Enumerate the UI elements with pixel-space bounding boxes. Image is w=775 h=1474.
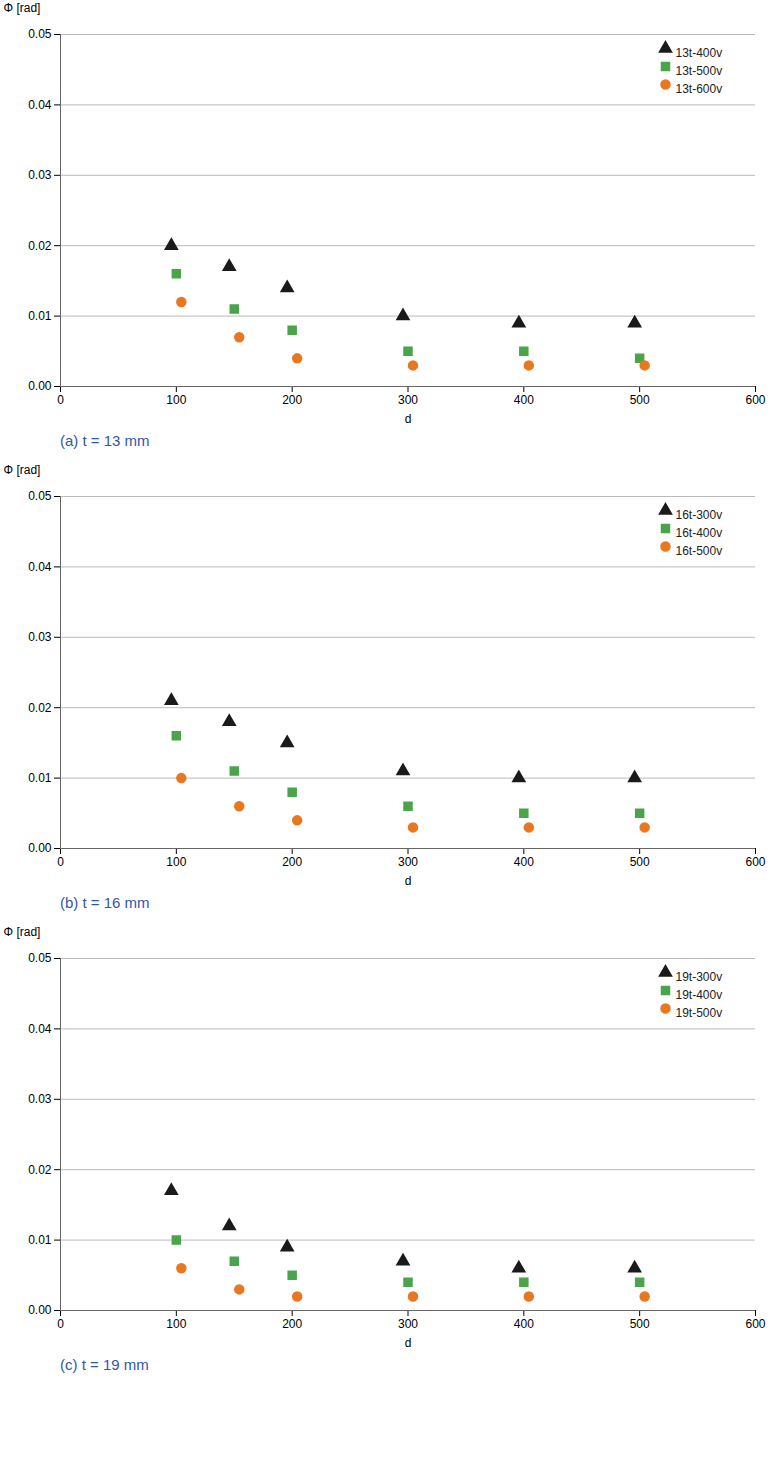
svg-text:0.04: 0.04 bbox=[28, 98, 52, 112]
html-text:(b) t = 16 mm: (b) t = 16 mm bbox=[60, 894, 150, 911]
svg-text:16t-400v: 16t-400v bbox=[676, 526, 723, 540]
svg-text:0: 0 bbox=[57, 393, 64, 407]
svg-text:300: 300 bbox=[398, 393, 418, 407]
svg-text:13t-400v: 13t-400v bbox=[676, 46, 723, 60]
svg-text:100: 100 bbox=[166, 855, 186, 869]
html-text:(a) t = 13 mm: (a) t = 13 mm bbox=[60, 432, 150, 449]
svg-text:0.02: 0.02 bbox=[28, 701, 52, 715]
svg-text:16t-500v: 16t-500v bbox=[676, 544, 723, 558]
svg-text:0.00: 0.00 bbox=[28, 379, 52, 393]
svg-text:0.02: 0.02 bbox=[28, 1163, 52, 1177]
svg-text:600: 600 bbox=[745, 393, 765, 407]
svg-text:d: d bbox=[405, 412, 412, 426]
svg-text:0.05: 0.05 bbox=[28, 27, 52, 41]
svg-text:0.01: 0.01 bbox=[28, 771, 52, 785]
svg-text:300: 300 bbox=[398, 1317, 418, 1331]
svg-text:0.03: 0.03 bbox=[28, 630, 52, 644]
svg-text:d: d bbox=[405, 1336, 412, 1350]
svg-text:200: 200 bbox=[282, 855, 302, 869]
svg-text:200: 200 bbox=[282, 393, 302, 407]
svg-text:0.01: 0.01 bbox=[28, 1233, 52, 1247]
svg-text:500: 500 bbox=[630, 855, 650, 869]
svg-text:0.04: 0.04 bbox=[28, 1022, 52, 1036]
svg-text:d: d bbox=[405, 874, 412, 888]
svg-text:200: 200 bbox=[282, 1317, 302, 1331]
svg-text:100: 100 bbox=[166, 1317, 186, 1331]
svg-text:19t-300v: 19t-300v bbox=[676, 970, 723, 984]
svg-text:0.03: 0.03 bbox=[28, 168, 52, 182]
svg-text:Φ [rad]: Φ [rad] bbox=[4, 925, 41, 939]
svg-text:0.05: 0.05 bbox=[28, 489, 52, 503]
svg-text:19t-400v: 19t-400v bbox=[676, 988, 723, 1002]
svg-text:600: 600 bbox=[745, 855, 765, 869]
svg-text:0.04: 0.04 bbox=[28, 560, 52, 574]
svg-text:19t-500v: 19t-500v bbox=[676, 1006, 723, 1020]
svg-text:400: 400 bbox=[514, 855, 534, 869]
svg-text:0.03: 0.03 bbox=[28, 1092, 52, 1106]
svg-text:0: 0 bbox=[57, 855, 64, 869]
svg-text:400: 400 bbox=[514, 1317, 534, 1331]
svg-text:0.00: 0.00 bbox=[28, 841, 52, 855]
svg-text:Φ [rad]: Φ [rad] bbox=[4, 1, 41, 15]
svg-text:600: 600 bbox=[745, 1317, 765, 1331]
svg-text:0.01: 0.01 bbox=[28, 309, 52, 323]
svg-text:Φ [rad]: Φ [rad] bbox=[4, 463, 41, 477]
svg-text:0.05: 0.05 bbox=[28, 951, 52, 965]
svg-text:300: 300 bbox=[398, 855, 418, 869]
svg-text:500: 500 bbox=[630, 393, 650, 407]
svg-text:100: 100 bbox=[166, 393, 186, 407]
svg-text:0.00: 0.00 bbox=[28, 1303, 52, 1317]
svg-text:13t-600v: 13t-600v bbox=[676, 82, 723, 96]
svg-text:0: 0 bbox=[57, 1317, 64, 1331]
svg-text:500: 500 bbox=[630, 1317, 650, 1331]
svg-text:0.02: 0.02 bbox=[28, 239, 52, 253]
svg-text:400: 400 bbox=[514, 393, 534, 407]
html-text:(c) t = 19 mm: (c) t = 19 mm bbox=[60, 1356, 149, 1373]
svg-text:16t-300v: 16t-300v bbox=[676, 508, 723, 522]
svg-text:13t-500v: 13t-500v bbox=[676, 64, 723, 78]
